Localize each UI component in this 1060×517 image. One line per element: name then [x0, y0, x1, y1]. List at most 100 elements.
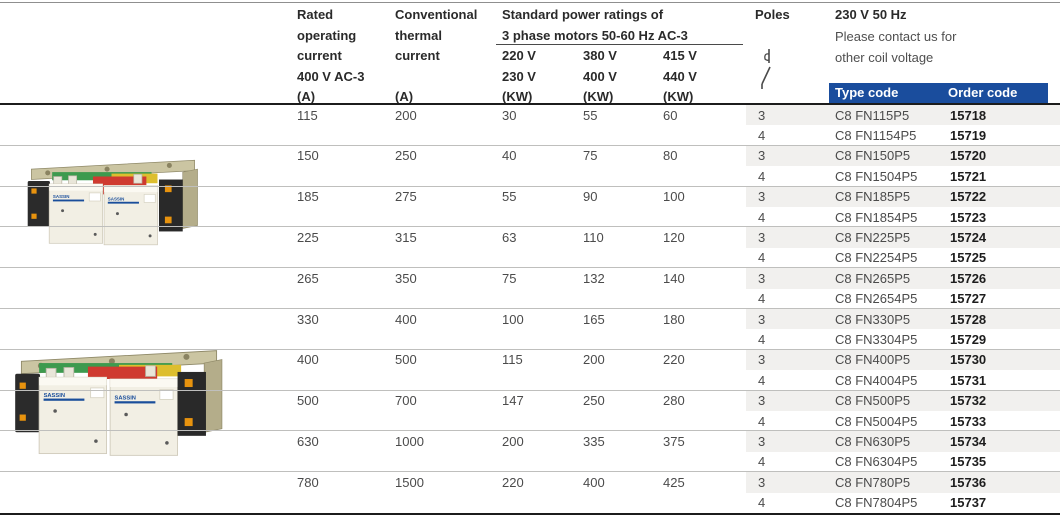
type-code-cell: C8 FN330P5 — [835, 311, 911, 327]
poles-cell: 3 — [758, 434, 766, 450]
column-header-order-code: Order code — [948, 85, 1018, 100]
header-line: operating — [297, 27, 357, 43]
column-header-380v: 380 V 400 V (KW) — [583, 46, 617, 108]
rated-current-cell: 115 — [297, 107, 318, 123]
order-code-cell: 15718 — [950, 107, 987, 123]
table-row-group: 150 250 40 75 80 3 C8 FN150P5 15720 4 C8 FN1504P5… — [0, 145, 1060, 187]
header-line: 3 phase motors 50-60 Hz AC-3 — [502, 27, 688, 43]
order-code-cell: 15727 — [950, 291, 987, 307]
header-line: Conventional — [395, 7, 478, 22]
header-line: Rated — [297, 7, 334, 22]
product-photo-contactor-small: SASSIN SASSIN — [27, 159, 198, 246]
thermal-current-cell: 200 — [395, 107, 417, 123]
code-columns-header-bar: Type code Order code — [829, 83, 1048, 103]
order-code-cell: 15720 — [950, 148, 987, 164]
poles-cell: 4 — [758, 332, 766, 348]
poles-cell: 4 — [758, 495, 766, 511]
table-row-group: 780 1500 220 400 425 3 C8 FN780P5 15736 4 C8 FN78… — [0, 472, 1060, 513]
table-row-group: 500 700 147 250 280 3 C8 FN500P5 15732 4 C8 FN500… — [0, 390, 1060, 432]
poles-cell: 3 — [758, 230, 766, 246]
type-code-cell: C8 FN2254P5 — [835, 250, 918, 266]
three-pole-row-shading — [746, 472, 1060, 493]
type-code-cell: C8 FN225P5 — [835, 230, 911, 246]
column-header-rated-current: Rated operating current 400 V AC-3 (A) — [297, 5, 364, 108]
coil-voltage-title: 230 V 50 Hz — [835, 7, 907, 22]
header-line: (KW) — [502, 89, 533, 104]
kw-220-cell: 220 — [502, 474, 524, 490]
brand-label: SASSIN — [53, 194, 70, 199]
kw-415-cell: 140 — [663, 270, 685, 286]
table-row-group: 115 200 30 55 60 3 C8 FN115P5 15718 4 C8 FN1154P5… — [0, 105, 1060, 146]
brand-label: SASSIN — [108, 196, 125, 201]
header-line: 380 V — [583, 48, 617, 63]
kw-220-cell: 30 — [502, 107, 517, 123]
type-code-cell: C8 FN780P5 — [835, 474, 911, 490]
kw-220-cell: 40 — [502, 148, 517, 164]
table-row-group: 400 500 115 200 220 3 C8 FN400P5 15730 4 C8 FN400… — [0, 349, 1060, 391]
kw-380-cell: 75 — [583, 148, 598, 164]
thermal-current-cell: 275 — [395, 189, 417, 205]
table-row-group: 185 275 55 90 100 3 C8 FN185P5 15722 4 C8 FN1854P… — [0, 186, 1060, 228]
type-code-cell: C8 FN400P5 — [835, 352, 911, 368]
type-code-cell: C8 FN1154P5 — [835, 128, 917, 144]
product-photo-contactor-large: SASSIN SASSIN — [15, 350, 223, 456]
power-group-underline — [496, 44, 743, 45]
column-header-poles: Poles — [755, 7, 790, 22]
header-line: current — [297, 48, 342, 63]
kw-220-cell: 75 — [502, 270, 517, 286]
thermal-current-cell: 350 — [395, 270, 417, 286]
kw-415-cell: 220 — [663, 352, 685, 368]
three-pole-row-shading — [746, 145, 1060, 167]
bottom-rule — [0, 513, 1060, 515]
order-code-cell: 15734 — [950, 434, 987, 450]
kw-380-cell: 110 — [583, 230, 604, 246]
kw-415-cell: 180 — [663, 311, 685, 327]
kw-380-cell: 165 — [583, 311, 605, 327]
kw-380-cell: 335 — [583, 434, 605, 450]
note-line: Please contact us for — [835, 29, 957, 44]
kw-415-cell: 80 — [663, 148, 678, 164]
header-line: 440 V — [663, 68, 697, 84]
poles-cell: 3 — [758, 270, 766, 286]
kw-220-cell: 200 — [502, 434, 524, 450]
column-header-power-ratings: Standard power ratings of 3 phase motors… — [502, 5, 688, 46]
order-code-cell: 15722 — [950, 189, 987, 205]
poles-cell: 4 — [758, 168, 766, 184]
column-header-type-code: Type code — [835, 85, 899, 100]
poles-cell: 4 — [758, 413, 766, 429]
column-header-thermal-unit: (A) — [395, 89, 414, 104]
contact-switch-icon — [761, 49, 771, 89]
order-code-cell: 15729 — [950, 332, 987, 348]
order-code-cell: 15735 — [950, 454, 987, 470]
header-line: 220 V — [502, 48, 536, 63]
brand-label: SASSIN — [115, 395, 136, 401]
thermal-current-cell: 700 — [395, 393, 417, 409]
header-line: Standard power ratings of — [502, 7, 664, 22]
type-code-cell: C8 FN1504P5 — [835, 168, 918, 184]
column-header-220v: 220 V 230 V (KW) — [502, 46, 536, 108]
order-code-cell: 15732 — [950, 393, 987, 409]
thermal-current-cell: 1000 — [395, 434, 424, 450]
order-code-cell: 15733 — [950, 413, 987, 429]
type-code-cell: C8 FN500P5 — [835, 393, 911, 409]
kw-415-cell: 425 — [663, 474, 685, 490]
poles-cell: 4 — [758, 209, 766, 225]
type-code-cell: C8 FN630P5 — [835, 434, 911, 450]
poles-cell: 3 — [758, 148, 766, 164]
poles-cell: 3 — [758, 352, 766, 368]
rated-current-cell: 225 — [297, 230, 319, 246]
header-line: (KW) — [583, 89, 614, 104]
thermal-current-cell: 250 — [395, 148, 417, 164]
type-code-cell: C8 FN4004P5 — [835, 372, 918, 388]
table-row-group: 265 350 75 132 140 3 C8 FN265P5 15726 4 C8 FN2654… — [0, 268, 1060, 309]
kw-380-cell: 200 — [583, 352, 605, 368]
type-code-cell: C8 FN2654P5 — [835, 291, 918, 307]
poles-cell: 4 — [758, 128, 766, 144]
order-code-cell: 15719 — [950, 128, 987, 144]
note-line: other coil voltage — [835, 50, 934, 65]
thermal-current-cell: 315 — [395, 230, 417, 246]
order-code-cell: 15725 — [950, 250, 987, 266]
order-code-cell: 15737 — [950, 495, 987, 511]
type-code-cell: C8 FN150P5 — [835, 148, 911, 164]
type-code-cell: C8 FN6304P5 — [835, 454, 918, 470]
